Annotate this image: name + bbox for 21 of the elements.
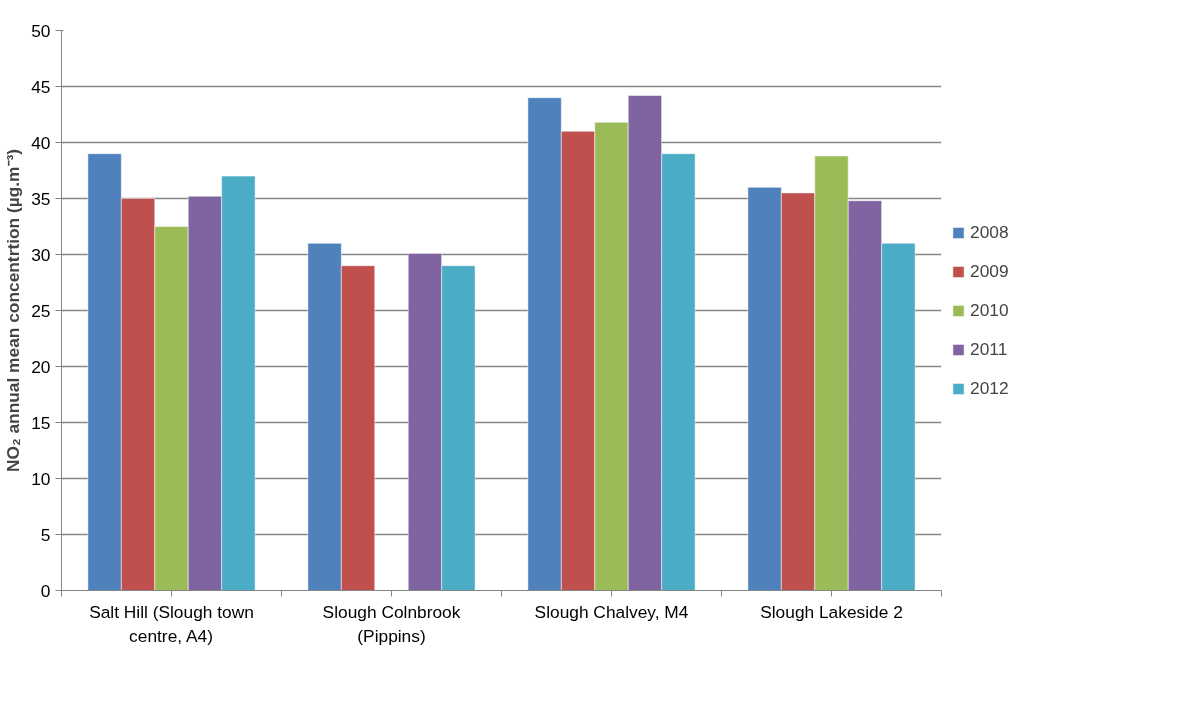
- y-tick-label: 50: [31, 20, 51, 41]
- legend-label: 2011: [970, 338, 1008, 360]
- y-axis-title: NO₂ annual mean concentrtion (µg.m⁻³): [3, 148, 24, 473]
- y-tick-label: 40: [31, 132, 51, 153]
- legend-label: 2009: [970, 260, 1009, 282]
- y-tick-label: 30: [31, 244, 51, 265]
- y-tick-label: 25: [31, 300, 51, 321]
- legend-label: 2008: [970, 221, 1009, 243]
- legend-label: 2012: [970, 377, 1009, 399]
- y-tick-label: 45: [31, 76, 51, 97]
- x-tick-label: Salt Hill (Slough town centre, A4): [89, 601, 254, 646]
- x-tick-label: Slough Chalvey, M4: [534, 601, 689, 622]
- y-tick-label: 35: [31, 188, 51, 209]
- y-tick-label: 10: [31, 468, 51, 489]
- x-tick-label: Slough Colnbrook (Pippins): [322, 601, 461, 646]
- y-tick-label: 0: [40, 580, 51, 601]
- y-tick-label: 5: [40, 524, 51, 545]
- x-tick-label: Slough Lakeside 2: [760, 601, 903, 622]
- legend-label: 2010: [970, 299, 1009, 321]
- y-tick-label: 15: [31, 412, 51, 433]
- y-tick-label: 20: [31, 356, 51, 377]
